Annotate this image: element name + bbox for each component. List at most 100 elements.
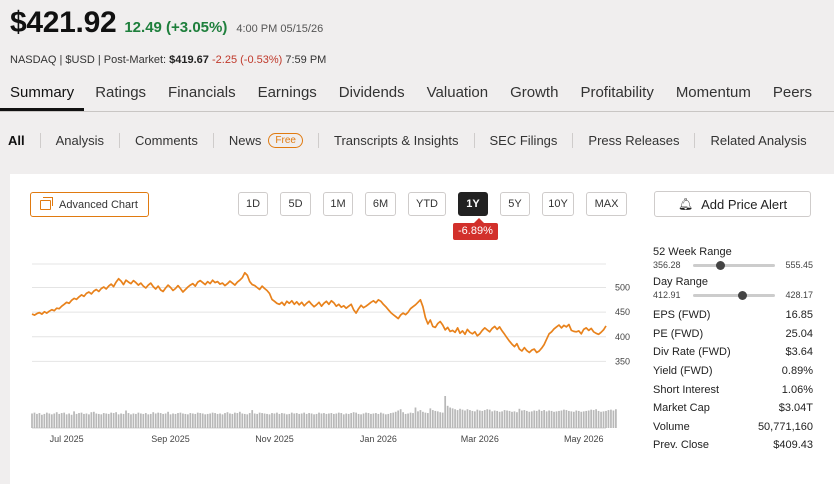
volume-bar — [347, 413, 350, 428]
volume-bar — [122, 413, 125, 428]
stat-list: EPS (FWD) 16.85 PE (FWD) 25.04 Div Rate (F… — [653, 306, 813, 455]
period-1y[interactable]: 1Y — [458, 192, 488, 216]
volume-bar — [436, 411, 439, 428]
main-tabs: Summary Ratings Financials Earnings Divi… — [0, 80, 834, 112]
volume-bar — [219, 413, 221, 428]
volume-bar — [117, 414, 120, 428]
volume-bar — [533, 410, 536, 428]
volume-bar — [451, 408, 454, 428]
add-price-alert-button[interactable]: 🔔︎ Add Price Alert — [654, 191, 811, 217]
volume-bar — [92, 411, 95, 428]
stat-value: $3.64 — [785, 346, 813, 359]
period-6m[interactable]: 6M — [365, 192, 396, 216]
subtab-analysis[interactable]: Analysis — [39, 132, 119, 148]
subtab-related-analysis[interactable]: Related Analysis — [694, 132, 821, 148]
volume-bar — [434, 410, 437, 428]
post-market-change: -2.25 (-0.53%) — [211, 54, 283, 66]
volume-bar — [414, 407, 417, 428]
period-5y[interactable]: 5Y — [500, 192, 530, 216]
volume-bar — [587, 410, 590, 428]
period-ytd[interactable]: YTD — [408, 192, 446, 216]
subtab-transcripts[interactable]: Transcripts & Insights — [317, 132, 474, 148]
volume-bar — [352, 412, 355, 428]
volume-bar — [110, 412, 113, 428]
y-tick-label: 400 — [615, 332, 630, 342]
volume-bar — [328, 413, 330, 428]
volume-bar — [251, 410, 254, 428]
volume-bar — [248, 413, 251, 428]
volume-bar — [426, 413, 429, 428]
volume-bar — [419, 410, 422, 428]
day-range: Day Range 412.91 428.17 — [653, 276, 813, 300]
advanced-chart-button[interactable]: Advanced Chart — [30, 192, 149, 217]
stat-label: Market Cap — [653, 402, 710, 415]
period-1m[interactable]: 1M — [323, 192, 353, 216]
x-tick-label: Sep 2025 — [151, 434, 190, 444]
volume-bar — [498, 411, 501, 428]
stat-value: 50,771,160 — [757, 420, 813, 433]
volume-bar — [159, 413, 162, 428]
volume-bar — [323, 413, 325, 428]
volume-bar — [305, 413, 308, 428]
volume-bar — [33, 412, 36, 428]
volume-bar — [162, 413, 164, 428]
volume-bar — [31, 413, 33, 428]
volume-bar — [127, 413, 130, 428]
volume-bar — [523, 410, 526, 428]
volume-bar — [446, 405, 449, 428]
volume-bar — [422, 411, 424, 428]
volume-bar — [58, 413, 61, 428]
volume-bar — [563, 409, 565, 428]
tab-profitability[interactable]: Profitability — [580, 84, 654, 101]
volume-bar — [68, 413, 70, 428]
volume-bar — [607, 410, 610, 428]
y-tick-label: 450 — [615, 307, 630, 317]
volume-bar — [78, 413, 80, 428]
volume-bar — [387, 413, 390, 428]
volume-bar — [355, 412, 357, 428]
price-chart[interactable]: 500 450 400 350 Jul 2025 Sep 2025 Nov 2025 Jan … — [10, 246, 646, 446]
volume-bar — [409, 412, 412, 428]
period-10y[interactable]: 10Y — [542, 192, 574, 216]
volume-bar — [261, 413, 263, 428]
subtab-news[interactable]: News Free — [212, 132, 318, 148]
tab-peers[interactable]: Peers — [772, 84, 813, 101]
period-1d[interactable]: 1D — [238, 192, 268, 216]
volume-bar — [229, 413, 231, 428]
volume-bar — [553, 411, 555, 428]
x-tick-label: Nov 2025 — [255, 434, 294, 444]
volume-bar — [288, 413, 291, 428]
volume-bar — [360, 414, 362, 428]
tab-valuation[interactable]: Valuation — [426, 84, 489, 101]
subtab-press-releases[interactable]: Press Releases — [572, 132, 694, 148]
tab-summary[interactable]: Summary — [0, 80, 85, 111]
volume-bar — [481, 410, 484, 428]
stat-yield: Yield (FWD) 0.89% — [653, 362, 813, 381]
y-tick-label: 350 — [615, 356, 630, 366]
volume-bar — [379, 412, 382, 428]
volume-bar — [246, 414, 249, 428]
week-52-high: 555.45 — [785, 260, 813, 270]
tab-growth[interactable]: Growth — [510, 84, 559, 101]
volume-bar — [340, 413, 343, 428]
subtab-comments[interactable]: Comments — [119, 132, 213, 148]
volume-bar — [90, 412, 93, 428]
period-max[interactable]: MAX — [586, 192, 627, 216]
bell-icon: 🔔︎ — [677, 197, 694, 211]
day-low: 412.91 — [653, 290, 681, 300]
volume-bar — [441, 412, 444, 428]
volume-bar — [345, 413, 348, 428]
subtab-news-label: News — [228, 132, 262, 148]
tab-earnings[interactable]: Earnings — [257, 84, 317, 101]
tab-momentum[interactable]: Momentum — [675, 84, 751, 101]
volume-bar — [283, 413, 286, 428]
volume-bar — [303, 412, 306, 428]
tab-ratings[interactable]: Ratings — [95, 84, 147, 101]
tab-financials[interactable]: Financials — [168, 84, 236, 101]
period-5d[interactable]: 5D — [280, 192, 311, 216]
subtab-all[interactable]: All — [8, 132, 25, 148]
volume-bar — [70, 414, 73, 428]
tab-dividends[interactable]: Dividends — [338, 84, 405, 101]
subtab-sec-filings[interactable]: SEC Filings — [473, 132, 573, 148]
volume-bar — [399, 409, 402, 428]
